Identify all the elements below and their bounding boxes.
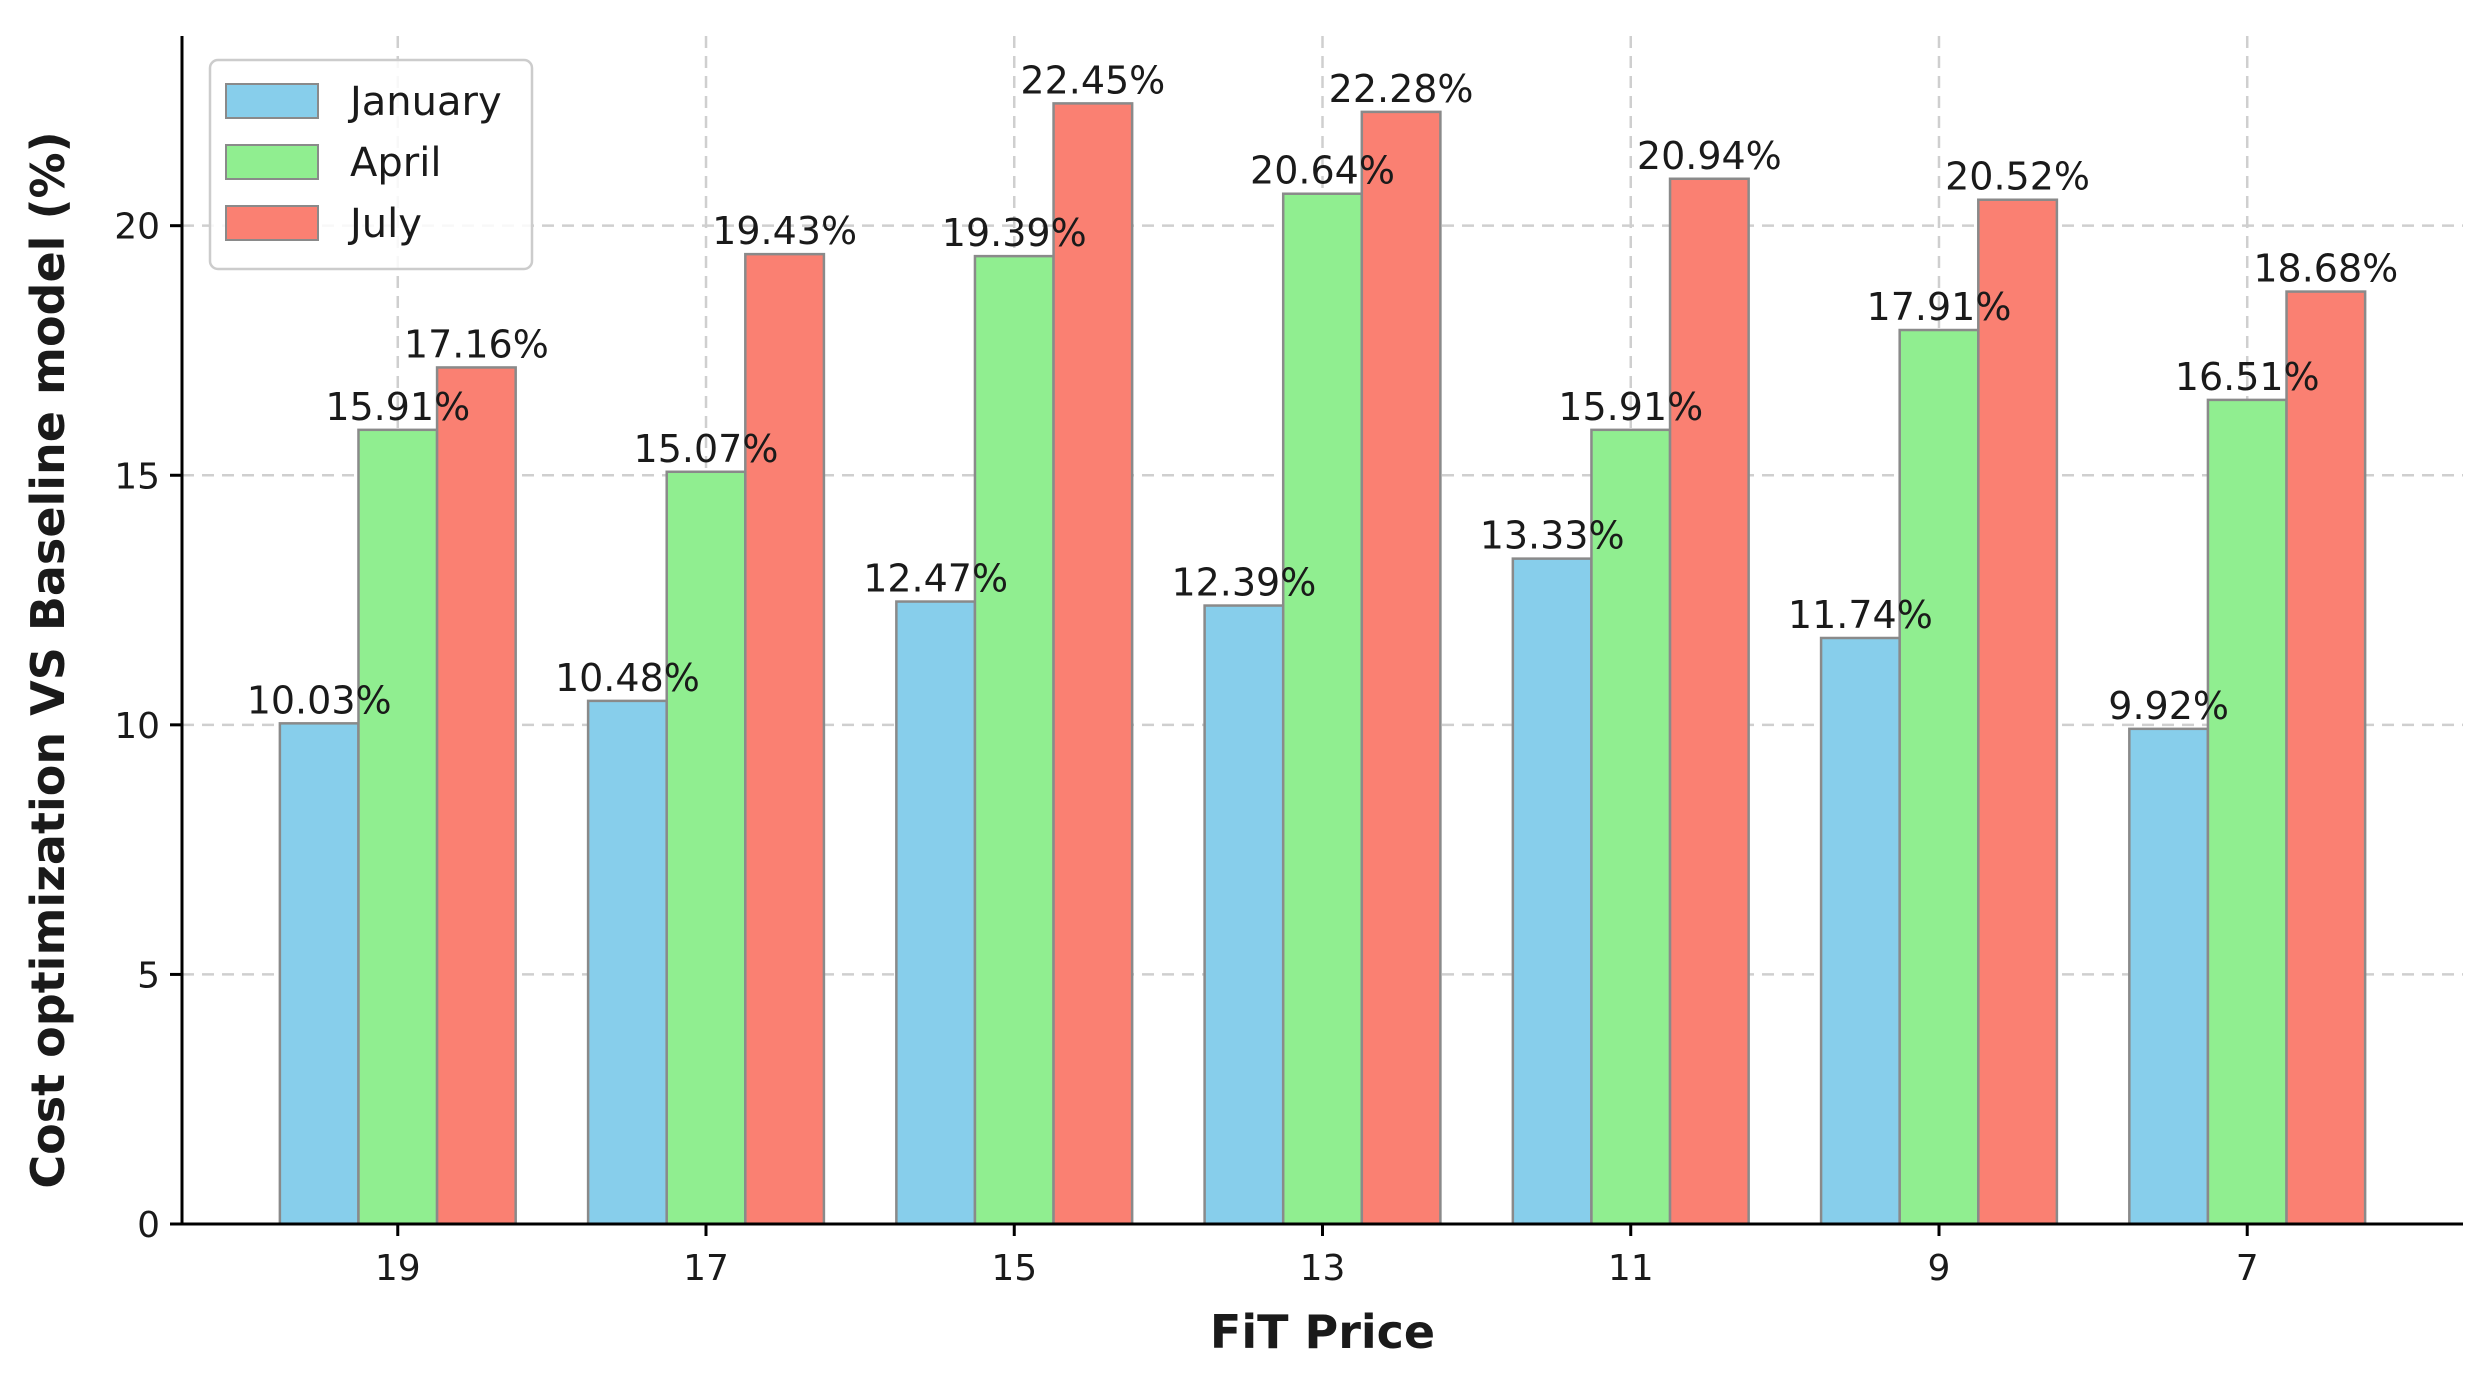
legend-label-april: April xyxy=(350,140,441,186)
bar-value-label: 17.91% xyxy=(1867,285,2012,329)
bar-january-17 xyxy=(586,699,668,1226)
bar-value-label: 18.68% xyxy=(2253,247,2398,291)
x-tick-label: 9 xyxy=(1928,1248,1951,1289)
bar-april-11 xyxy=(1590,428,1672,1226)
bar-value-label: 12.39% xyxy=(1171,561,1316,605)
bar-value-label: 20.94% xyxy=(1637,134,1782,178)
bar-value-label: 19.39% xyxy=(942,211,1087,255)
bar-january-9 xyxy=(1819,636,1901,1226)
bar-value-label: 20.52% xyxy=(1945,155,2090,199)
bar-april-9 xyxy=(1898,328,1980,1226)
bar-july-13 xyxy=(1360,110,1442,1226)
bar-value-label: 11.74% xyxy=(1788,593,1933,637)
bar-july-7 xyxy=(2285,290,2367,1226)
bar-april-17 xyxy=(665,470,747,1226)
bar-january-13 xyxy=(1203,604,1285,1226)
bar-july-17 xyxy=(744,252,826,1226)
bar-value-label: 15.07% xyxy=(634,427,779,471)
x-axis-title: FiT Price xyxy=(1210,1305,1435,1359)
y-tick-label: 10 xyxy=(114,706,160,747)
y-tick-label: 5 xyxy=(137,955,160,996)
bar-value-label: 9.92% xyxy=(2108,684,2229,728)
x-tick-label: 19 xyxy=(375,1248,421,1289)
bar-april-7 xyxy=(2206,398,2288,1226)
x-tick-label: 7 xyxy=(2236,1248,2259,1289)
y-tick-label: 15 xyxy=(114,456,160,497)
bar-value-label: 10.03% xyxy=(247,678,392,722)
legend-swatch-january xyxy=(225,83,319,119)
bar-april-13 xyxy=(1281,192,1364,1226)
bar-january-19 xyxy=(278,722,360,1226)
bar-value-label: 15.91% xyxy=(1558,385,1703,429)
bar-july-19 xyxy=(435,366,517,1226)
x-tick-label: 17 xyxy=(683,1248,729,1289)
bar-value-label: 13.33% xyxy=(1480,514,1625,558)
y-tick-label: 20 xyxy=(114,207,160,248)
bar-value-label: 19.43% xyxy=(712,209,857,253)
y-axis-title: Cost optimization VS Baseline model (%) xyxy=(21,131,75,1188)
bar-april-19 xyxy=(357,428,439,1226)
x-tick-label: 13 xyxy=(1300,1248,1346,1289)
bar-january-11 xyxy=(1511,557,1593,1226)
bar-july-15 xyxy=(1052,102,1134,1226)
bar-value-label: 20.64% xyxy=(1250,149,1395,193)
bar-value-labels: 10.03% 10.48% 12.47% 12.39% 13.33% 11.74% 9.92… xyxy=(247,58,2399,727)
bar-july-11 xyxy=(1668,177,1750,1226)
bar-value-label: 22.28% xyxy=(1329,67,1474,111)
bar-april-15 xyxy=(973,254,1055,1226)
axes xyxy=(170,36,2463,1236)
legend-swatch-july xyxy=(225,205,319,241)
x-tick-label: 15 xyxy=(991,1248,1037,1289)
x-tick-label: 11 xyxy=(1608,1248,1654,1289)
bars xyxy=(278,102,2367,1226)
legend-label-january: January xyxy=(347,79,502,125)
bar-value-label: 10.48% xyxy=(555,656,700,700)
tick-labels: 0 5 10 15 20 19 17 15 13 11 9 7 xyxy=(114,207,2258,1289)
y-tick-label: 0 xyxy=(137,1205,160,1246)
bar-value-label: 16.51% xyxy=(2175,355,2320,399)
bar-january-15 xyxy=(895,600,977,1226)
bar-value-label: 12.47% xyxy=(863,557,1008,601)
bar-july-9 xyxy=(1977,198,2059,1226)
bar-value-label: 15.91% xyxy=(325,385,470,429)
bar-january-7 xyxy=(2128,727,2210,1226)
legend: January April July xyxy=(208,58,534,271)
bar-value-label: 22.45% xyxy=(1020,58,1165,102)
legend-swatch-april xyxy=(225,144,319,180)
bar-value-label: 17.16% xyxy=(404,322,549,366)
legend-label-july: July xyxy=(347,201,422,247)
